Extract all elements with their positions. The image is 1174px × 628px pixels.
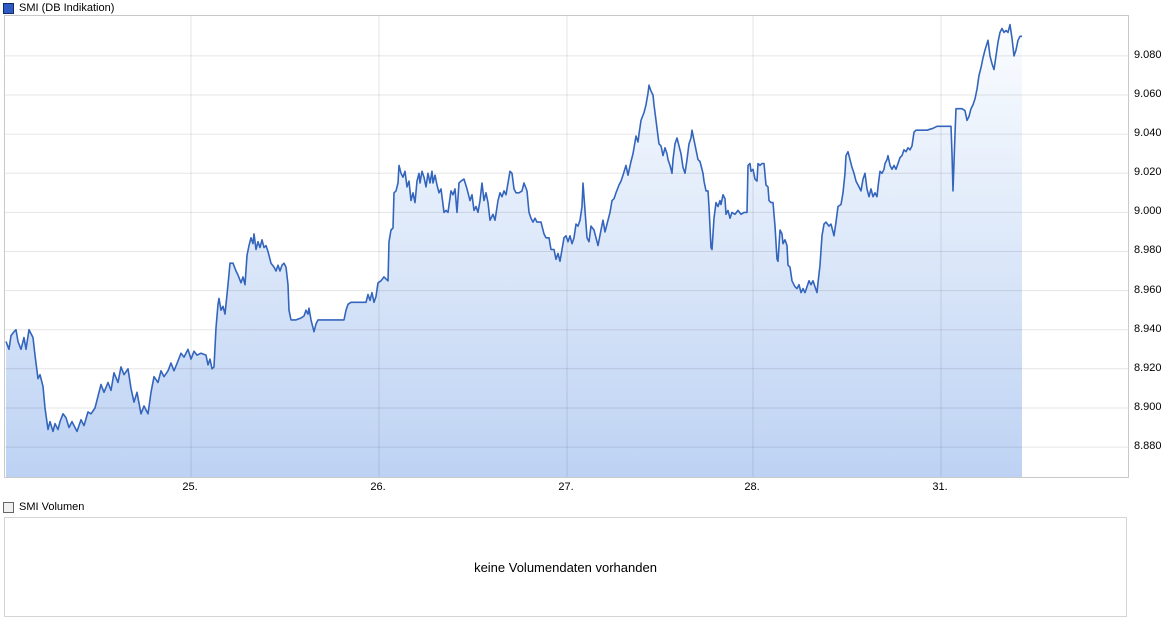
gridlines (5, 16, 1128, 477)
y-axis-label: 8.920 (1134, 362, 1162, 374)
y-axis-label: 9.040 (1134, 127, 1162, 139)
y-axis-label: 8.980 (1134, 244, 1162, 256)
x-axis-label: 25. (182, 481, 198, 493)
y-axis-label: 8.940 (1134, 323, 1162, 335)
price-chart-svg (5, 16, 1128, 477)
price-legend-label: SMI (DB Indikation) (19, 2, 115, 14)
y-axis-label: 8.900 (1134, 401, 1162, 413)
x-axis-label: 31. (932, 481, 948, 493)
y-axis-label: 9.060 (1134, 88, 1162, 100)
price-area (6, 24, 1022, 477)
x-axis-label: 27. (558, 481, 574, 493)
price-series-swatch-icon (3, 2, 14, 14)
y-axis-label: 8.960 (1134, 284, 1162, 296)
volume-legend: SMI Volumen (3, 501, 84, 513)
volume-empty-message: keine Volumendaten vorhanden (474, 559, 657, 575)
y-axis-label: 9.020 (1134, 166, 1162, 178)
volume-series-swatch-icon (3, 501, 14, 513)
x-axis-label: 28. (744, 481, 760, 493)
y-axis-label: 9.000 (1134, 205, 1162, 217)
y-axis-label: 9.080 (1134, 49, 1162, 61)
price-line (5, 23, 1022, 433)
price-x-axis: 25. 26. 27. 28. 31. (0, 481, 1174, 495)
y-axis-label: 8.880 (1134, 440, 1162, 452)
price-y-axis: 9.080 9.060 9.040 9.020 9.000 8.980 8.960 8.940… (1134, 0, 1174, 480)
volume-chart-panel[interactable]: keine Volumendaten vorhanden (4, 517, 1127, 617)
price-chart-plot-area[interactable] (4, 15, 1129, 478)
x-axis-label: 26. (370, 481, 386, 493)
price-legend: SMI (DB Indikation) (3, 2, 114, 14)
volume-legend-label: SMI Volumen (19, 501, 85, 513)
